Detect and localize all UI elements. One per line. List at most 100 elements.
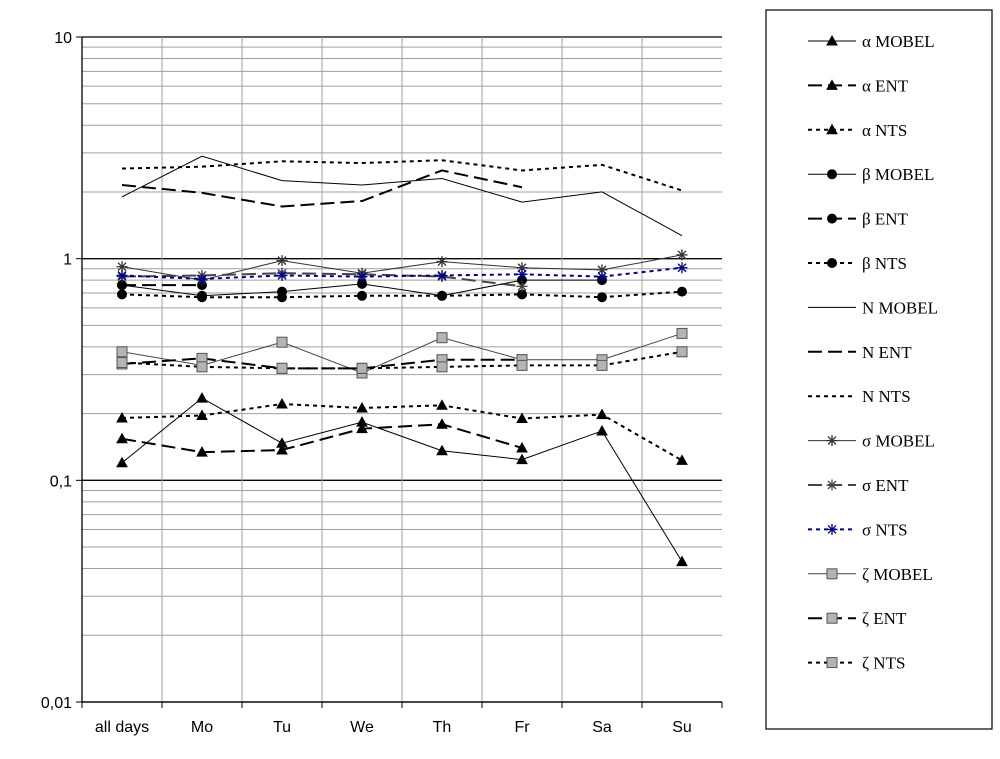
legend-label: ζ NTS: [862, 654, 905, 673]
y-tick-label: 10: [54, 30, 72, 47]
legend-item: N MOBEL: [808, 298, 938, 317]
series-line: [121, 266, 683, 280]
legend-item: σ NTS: [808, 520, 908, 539]
data-point: [116, 269, 128, 281]
series-2: [116, 397, 688, 465]
series-line: [121, 272, 523, 288]
series-line: [121, 332, 683, 374]
series-0: [116, 392, 688, 567]
x-tick-label: all days: [95, 719, 149, 736]
data-point: [596, 424, 608, 436]
data-point: [196, 361, 208, 373]
y-tick-label: 0,01: [41, 695, 72, 712]
legend-label: β ENT: [862, 210, 909, 229]
x-tick-label: Th: [433, 719, 452, 736]
legend-label: σ NTS: [862, 520, 908, 539]
series-1: [116, 418, 528, 457]
legend-swatch-marker: [826, 435, 838, 447]
legend-label: σ ENT: [862, 476, 909, 495]
data-point: [677, 286, 687, 297]
legend-item: N ENT: [808, 343, 912, 362]
legend-label: ζ MOBEL: [862, 565, 933, 584]
data-point: [277, 292, 287, 303]
data-point: [436, 269, 448, 281]
data-point: [676, 346, 688, 358]
data-point: [436, 256, 448, 268]
data-point: [516, 412, 528, 424]
x-tick-label: Su: [672, 719, 692, 736]
legend-swatch-marker: [827, 213, 837, 224]
data-point: [356, 401, 368, 413]
series-line: [121, 169, 523, 208]
legend-label: σ MOBEL: [862, 432, 935, 451]
data-point: [436, 418, 448, 429]
data-point: [356, 271, 368, 283]
legend-label: ζ ENT: [862, 609, 907, 628]
data-point: [276, 336, 288, 348]
legend-item: N NTS: [808, 387, 911, 406]
data-point: [197, 292, 207, 303]
legend-label: β MOBEL: [862, 165, 934, 184]
legend-swatch-marker: [826, 657, 838, 669]
data-point: [436, 361, 448, 373]
data-point: [516, 441, 528, 453]
legend-item: β MOBEL: [808, 165, 934, 184]
data-point: [596, 271, 608, 283]
data-point: [356, 362, 368, 374]
data-point: [516, 359, 528, 371]
data-point: [676, 555, 688, 567]
series-6: [121, 155, 683, 237]
data-point: [437, 290, 447, 301]
legend-swatch-marker: [826, 34, 838, 46]
data-point: [596, 359, 608, 371]
legend-label: α NTS: [862, 121, 907, 140]
series-8: [121, 159, 683, 192]
data-point: [196, 446, 208, 457]
data-point: [116, 432, 128, 444]
x-tick-label: Tu: [273, 719, 291, 736]
data-point: [597, 292, 607, 303]
legend-swatch-marker: [827, 169, 837, 180]
data-point: [196, 409, 208, 421]
legend-item: ζ NTS: [808, 654, 905, 673]
legend-item: β NTS: [808, 254, 907, 273]
legend-label: β NTS: [862, 254, 907, 273]
data-point: [676, 327, 688, 339]
legend-item: β ENT: [808, 210, 909, 229]
data-point: [436, 399, 448, 410]
legend-box: [765, 9, 993, 730]
series-11: [116, 262, 688, 285]
legend-label: N MOBEL: [862, 298, 938, 317]
data-point: [116, 346, 128, 358]
legend-swatch-marker: [826, 479, 838, 491]
data-point: [196, 392, 208, 403]
legend-item: σ MOBEL: [808, 432, 935, 451]
legend-swatch-marker: [826, 123, 838, 135]
series-line: [121, 290, 683, 299]
data-point: [676, 249, 688, 261]
data-point: [116, 456, 128, 468]
legend-item: ζ MOBEL: [808, 565, 933, 584]
y-tick-label: 0,1: [50, 473, 72, 490]
series-7: [121, 169, 523, 208]
data-point: [276, 397, 288, 409]
series-line: [121, 397, 683, 562]
data-point: [116, 357, 128, 369]
series-line: [121, 155, 683, 237]
legend-item: ζ ENT: [808, 609, 907, 628]
legend-label: N ENT: [862, 343, 912, 362]
y-tick-label: 1: [63, 252, 72, 269]
legend-swatch-marker: [826, 612, 838, 624]
data-point: [196, 273, 208, 285]
legend-swatch-marker: [827, 258, 837, 268]
data-point: [357, 290, 367, 301]
legend-item: α MOBEL: [808, 32, 935, 51]
data-point: [516, 268, 528, 280]
legend-item: α ENT: [808, 76, 909, 95]
data-point: [276, 362, 288, 374]
data-point: [516, 453, 528, 465]
x-tick-label: We: [350, 719, 374, 736]
data-point: [596, 408, 608, 420]
